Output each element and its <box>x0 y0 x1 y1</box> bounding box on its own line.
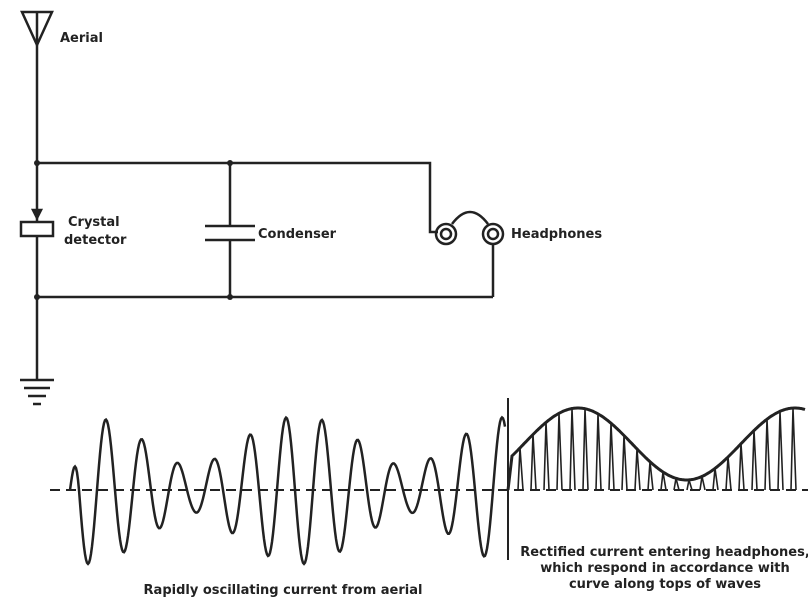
caption: Rectified current entering headphones, <box>520 545 808 560</box>
wave <box>790 408 797 491</box>
wave <box>68 415 507 566</box>
wave <box>751 430 758 491</box>
wave <box>738 443 745 491</box>
label: Headphones <box>511 227 602 242</box>
wave <box>660 471 667 491</box>
junction <box>227 294 233 300</box>
earphone-inner <box>486 227 500 241</box>
detector-arrow <box>30 208 44 221</box>
caption: which respond in accordance with <box>540 561 790 576</box>
label: Condenser <box>258 227 337 242</box>
wave <box>725 456 732 491</box>
label: Crystal <box>68 215 120 230</box>
label: Aerial <box>60 31 103 46</box>
wave <box>777 411 784 491</box>
wave <box>582 408 589 491</box>
wave <box>686 479 693 491</box>
wave <box>764 419 771 491</box>
wave <box>621 435 628 491</box>
circuit <box>19 10 505 406</box>
junction <box>34 294 40 300</box>
earphone <box>481 222 505 246</box>
wave <box>608 423 615 491</box>
caption: curve along tops of waves <box>569 577 761 592</box>
wave <box>517 447 524 491</box>
wave <box>647 461 654 491</box>
junction <box>34 160 40 166</box>
top-wire <box>37 161 438 234</box>
wave <box>506 406 806 491</box>
earphone-inner <box>439 227 453 241</box>
wave <box>556 413 563 491</box>
wave <box>569 408 576 491</box>
wave <box>530 434 537 491</box>
wave <box>634 448 641 491</box>
wave <box>595 413 602 491</box>
crystal-detector <box>19 220 55 238</box>
caption: Rapidly oscillating current from aerial <box>144 583 423 598</box>
headband <box>451 210 489 225</box>
wave <box>543 422 550 491</box>
label: detector <box>64 233 127 248</box>
junction <box>227 160 233 166</box>
wave <box>712 468 719 491</box>
earphone <box>434 222 458 246</box>
waves <box>68 406 806 566</box>
wave <box>699 476 706 491</box>
wave <box>673 478 680 491</box>
